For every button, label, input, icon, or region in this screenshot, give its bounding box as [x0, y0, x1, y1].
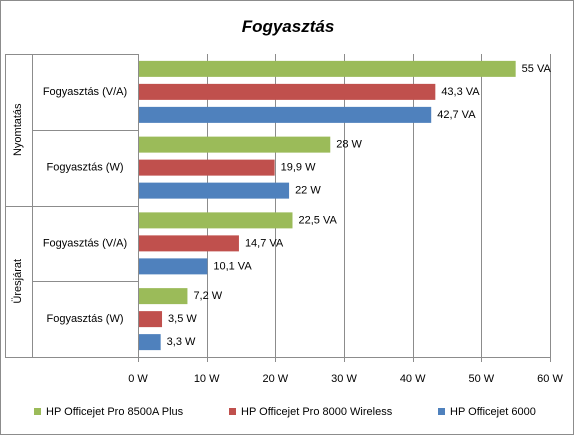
bar	[138, 182, 290, 199]
x-tick-label: 60 W	[537, 373, 563, 385]
x-tick-label: 20 W	[262, 373, 288, 385]
data-label: 10,1 VA	[213, 260, 252, 272]
bar	[138, 136, 331, 153]
group-label: Nyomtatás	[12, 103, 24, 156]
chart-title: Fogyasztás	[242, 17, 335, 36]
group-label: Üresjárat	[12, 259, 24, 304]
bar	[138, 311, 163, 328]
data-label: 43,3 VA	[441, 86, 480, 98]
bar	[138, 159, 275, 176]
legend-swatch	[438, 408, 445, 415]
data-label: 3,5 W	[168, 313, 197, 325]
data-label: 19,9 W	[281, 162, 316, 174]
x-tick-label: 30 W	[331, 373, 357, 385]
legend-swatch	[229, 408, 236, 415]
bar	[138, 258, 208, 275]
x-tick-label: 50 W	[468, 373, 494, 385]
bar	[138, 60, 516, 77]
plot-area: Nyomtatás Üresjárat Fogyasztás (V/A) 55 VA 4…	[5, 54, 563, 385]
legend-swatch	[34, 408, 41, 415]
bar	[138, 334, 161, 351]
bar	[138, 235, 239, 252]
category-label: Fogyasztás (V/A)	[43, 86, 127, 98]
data-label: 14,7 VA	[245, 237, 284, 249]
x-tick-label: 40 W	[400, 373, 426, 385]
data-label: 42,7 VA	[437, 109, 476, 121]
x-tick-label: 0 W	[128, 373, 148, 385]
bar	[138, 212, 293, 229]
legend: HP Officejet Pro 8500A Plus HP Officejet …	[34, 406, 536, 418]
data-label: 22,5 VA	[299, 214, 338, 226]
data-label: 7,2 W	[193, 290, 222, 302]
category-label: Fogyasztás (W)	[46, 162, 123, 174]
data-label: 28 W	[336, 139, 362, 151]
legend-label: HP Officejet Pro 8500A Plus	[46, 406, 184, 418]
category-label: Fogyasztás (W)	[46, 313, 123, 325]
x-tick-label: 10 W	[194, 373, 220, 385]
data-label: 22 W	[295, 185, 321, 197]
category-label: Fogyasztás (V/A)	[43, 237, 127, 249]
legend-label: HP Officejet 6000	[450, 406, 536, 418]
bar	[138, 106, 432, 123]
legend-label: HP Officejet Pro 8000 Wireless	[241, 406, 393, 418]
bar	[138, 83, 436, 100]
data-label: 3,3 W	[167, 336, 196, 348]
bar	[138, 288, 188, 305]
data-label: 55 VA	[522, 63, 552, 75]
